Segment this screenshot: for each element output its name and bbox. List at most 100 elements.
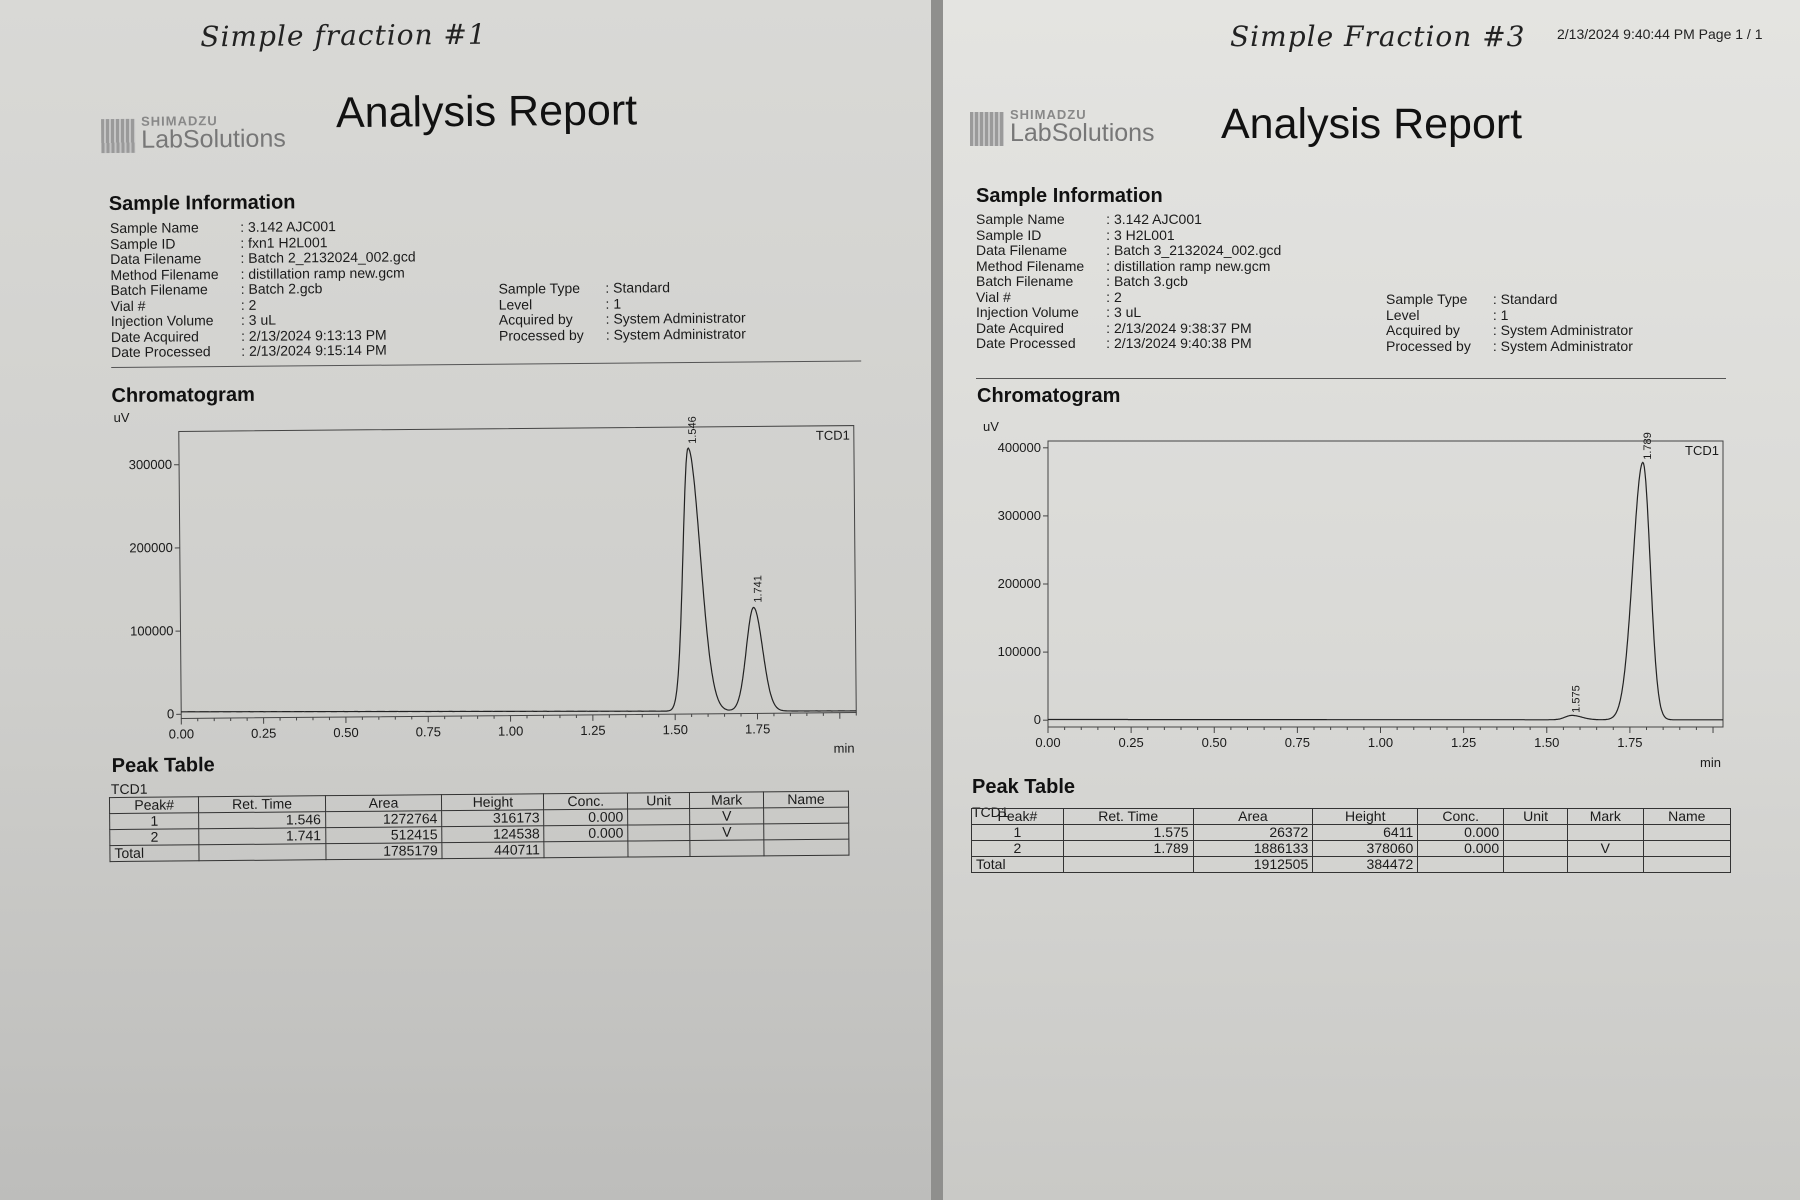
x-tick-label: 0.75 [1285,735,1310,750]
info-row: Sample Type: Standard [1386,291,1633,308]
info-row: Acquired by: System Administrator [1386,322,1633,339]
info-value: : System Administrator [1492,322,1633,338]
table-cell: 378060 [1312,840,1419,857]
peak-table-heading: Peak Table [111,754,215,778]
print-stamp: 2/13/2024 9:40:44 PM Page 1 / 1 [1557,26,1763,42]
column-header: Peak# [971,808,1064,825]
report-title: Analysis Report [335,86,638,138]
column-header: Unit [627,792,690,810]
info-row: Processed by: System Administrator [498,325,746,344]
info-value: : Standard [605,279,671,296]
peak-label: 1.741 [752,575,764,603]
table-cell [627,840,691,858]
shimadzu-logo: SHIMADZU LabSolutions [970,108,1155,146]
info-row: Date Acquired: 2/13/2024 9:38:37 PM [976,319,1281,337]
info-row: Batch Filename: Batch 3.gcb [976,273,1281,290]
peak-table: Peak# Ret. Time Area Height Conc. Unit Mark Nam… [971,808,1732,873]
info-value: : 2 [240,296,257,313]
x-tick-label: 0.50 [333,725,358,740]
info-row: Level: 1 [1386,306,1633,324]
logo-product: LabSolutions [1010,119,1155,147]
table-cell: 1.741 [199,827,326,845]
info-value: : System Administrator [1492,337,1633,354]
table-cell: 26372 [1192,824,1314,841]
info-label: Injection Volume [976,304,1079,320]
info-label: Vial # [976,288,1011,305]
x-tick-label: 0.00 [1035,735,1060,750]
info-label: Batch Filename [110,281,208,299]
logo-product: LabSolutions [141,124,286,154]
x-tick-label: 0.50 [1202,735,1227,750]
table-cell [1642,840,1732,857]
table-cell: 124538 [441,825,545,843]
peak-label: 1.575 [1571,685,1583,713]
info-label: Batch Filename [976,273,1074,289]
info-value: : Batch 3_2132024_002.gcd [1106,242,1282,258]
info-value: : 3.142 AJC001 [1106,211,1202,227]
info-row: Sample ID: 3 H2L001 [976,226,1281,244]
info-label: Method Filename [976,257,1085,274]
chromatogram-heading: Chromatogram [111,383,255,408]
report-page-1: Simple fraction #1 SHIMADZU LabSolutions… [0,0,931,1200]
column-header: Height [1312,808,1419,825]
table-cell: 1.546 [198,811,326,829]
table-total-row: Total 1912505 384472 [971,856,1732,873]
table-cell [1503,856,1568,873]
chromatogram-chart: uV 0 100000 200000 300000 0.00 0.25 0.50 0.75 1.0… [114,410,857,756]
y-tick-label: 100000 [130,623,174,638]
sample-info-left: Sample Name: 3.142 AJC001 Sample ID: fxn1… [110,218,417,360]
y-tick-label: 0 [167,706,174,721]
x-tick-label: 0.25 [1118,735,1143,750]
info-label: Processed by [498,326,584,344]
x-tick-label: 1.50 [1534,735,1559,750]
detector-legend: TCD1 [816,428,850,443]
info-value: : Batch 2.gcb [240,280,323,297]
info-value: : 3 uL [1106,304,1142,320]
info-row: Processed by : System Administrator [1386,337,1633,355]
column-header: Ret. Time [1062,808,1194,825]
info-value: : distillation ramp new.gcm [1106,257,1271,274]
info-value: : 2/13/2024 9:40:38 PM [1106,335,1252,351]
info-label: Processed by [1386,337,1471,354]
y-tick-label: 0 [1034,712,1041,727]
y-tick-label: 200000 [129,540,173,555]
logo-mark-icon [970,112,1004,146]
info-row: Sample Name : 3.142 AJC001 [976,211,1281,228]
info-label: Date Processed [111,343,211,361]
info-label: Data Filename [976,242,1068,258]
table-cell: Total [109,845,200,862]
info-label: Sample Name [109,219,199,237]
info-value: : 3 H2L001 [1106,226,1175,243]
peak-table-heading: Peak Table [972,776,1076,798]
x-tick-label: 1.50 [663,722,688,737]
x-tick-label: 0.00 [169,726,194,741]
info-label: Sample Type [1386,291,1468,307]
info-label: Sample Type [498,279,581,297]
table-cell: 2 [971,840,1064,857]
info-label: Sample Name [976,211,1065,227]
column-header: Area [325,795,442,812]
table-cell: 6411 [1312,824,1419,841]
info-row: Vial #: 2 [976,288,1281,306]
column-header: Unit [1503,808,1568,825]
x-tick-label: 1.25 [1451,735,1476,750]
info-label: Data Filename [110,250,202,268]
info-label: Level [1386,306,1420,323]
tcd1-trace [1048,461,1724,721]
table-cell: 1785179 [325,842,443,860]
table-cell [763,807,849,824]
x-tick-label: 1.75 [745,721,770,736]
table-cell [763,823,849,840]
y-tick-label: 300000 [129,457,173,472]
table-cell: 1.789 [1062,840,1194,857]
shimadzu-logo: SHIMADZU LabSolutions [101,113,286,154]
logo-maker: SHIMADZU [1010,107,1087,122]
table-cell [627,808,691,826]
peak-label: 1.789 [1642,432,1654,460]
info-value: : 2/13/2024 9:38:37 PM [1106,319,1252,336]
info-label: Injection Volume [110,312,214,330]
plot-frame [1047,440,1724,728]
column-header: Conc. [543,793,628,810]
info-row: Date Processed: 2/13/2024 9:40:38 PM [976,335,1281,352]
x-axis-unit: min [1700,755,1721,770]
